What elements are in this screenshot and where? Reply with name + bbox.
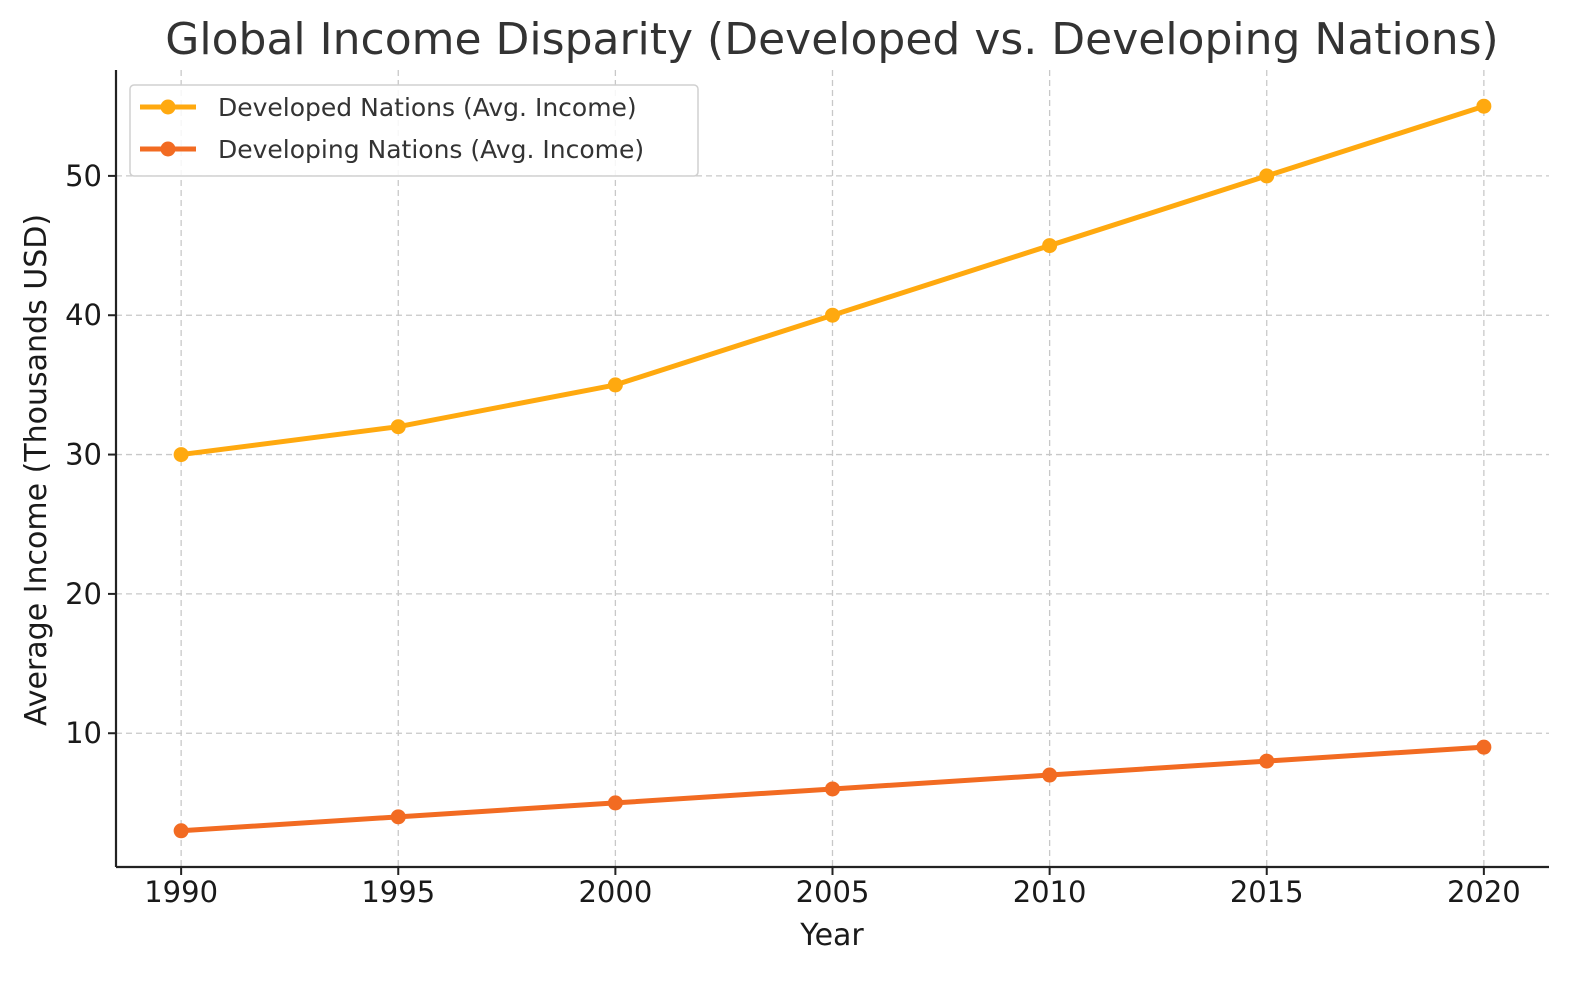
y-tick-label: 10 [65,716,102,750]
x-axis-label: Year [799,918,864,953]
data-point [173,447,189,463]
legend-box [129,84,699,177]
x-tick-label: 2005 [796,875,870,909]
data-point [173,823,189,839]
x-tick-label: 2020 [1447,875,1521,909]
y-tick-label: 50 [65,159,102,193]
data-point [825,307,840,323]
data-point [607,795,623,811]
y-tick-label: 40 [65,298,102,332]
data-point [1259,168,1275,184]
legend-item: Developing Nations (Avg. Income) [140,135,644,164]
y-tick-label: 30 [65,438,102,472]
legend-swatch-marker [160,99,176,115]
data-point [390,419,406,435]
series-layer [173,98,1492,839]
data-point [1042,238,1058,254]
x-tick-label: 2010 [1013,875,1087,909]
data-point [1259,753,1275,769]
legend-swatch-marker [160,141,176,157]
legend-item: Developed Nations (Avg. Income) [140,93,637,122]
x-tick-label: 1995 [361,875,435,909]
x-tick-label: 1990 [144,875,218,909]
data-point [390,809,406,825]
legend-label: Developed Nations (Avg. Income) [218,93,637,122]
x-tick-label: 2015 [1230,875,1304,909]
data-point [1476,98,1492,114]
y-tick-label: 20 [65,577,102,611]
data-point [1042,767,1058,783]
data-point [607,377,623,393]
grid [116,70,1549,867]
axes: 1990 1995 2000 2005 2010 2015 2020 10 20 30 40 50 [65,70,1549,909]
series-2 [173,739,1492,839]
chart-title: Global Income Disparity (Developed vs. D… [165,14,1498,65]
y-axis-label: Average Income (Thousands USD) [19,214,54,726]
data-point [825,781,840,797]
legend: Developed Nations (Avg. Income) Developin… [129,84,699,177]
data-point [1476,739,1492,755]
legend-label: Developing Nations (Avg. Income) [218,135,644,164]
series-1 [173,98,1492,463]
x-tick-label: 2000 [578,875,652,909]
